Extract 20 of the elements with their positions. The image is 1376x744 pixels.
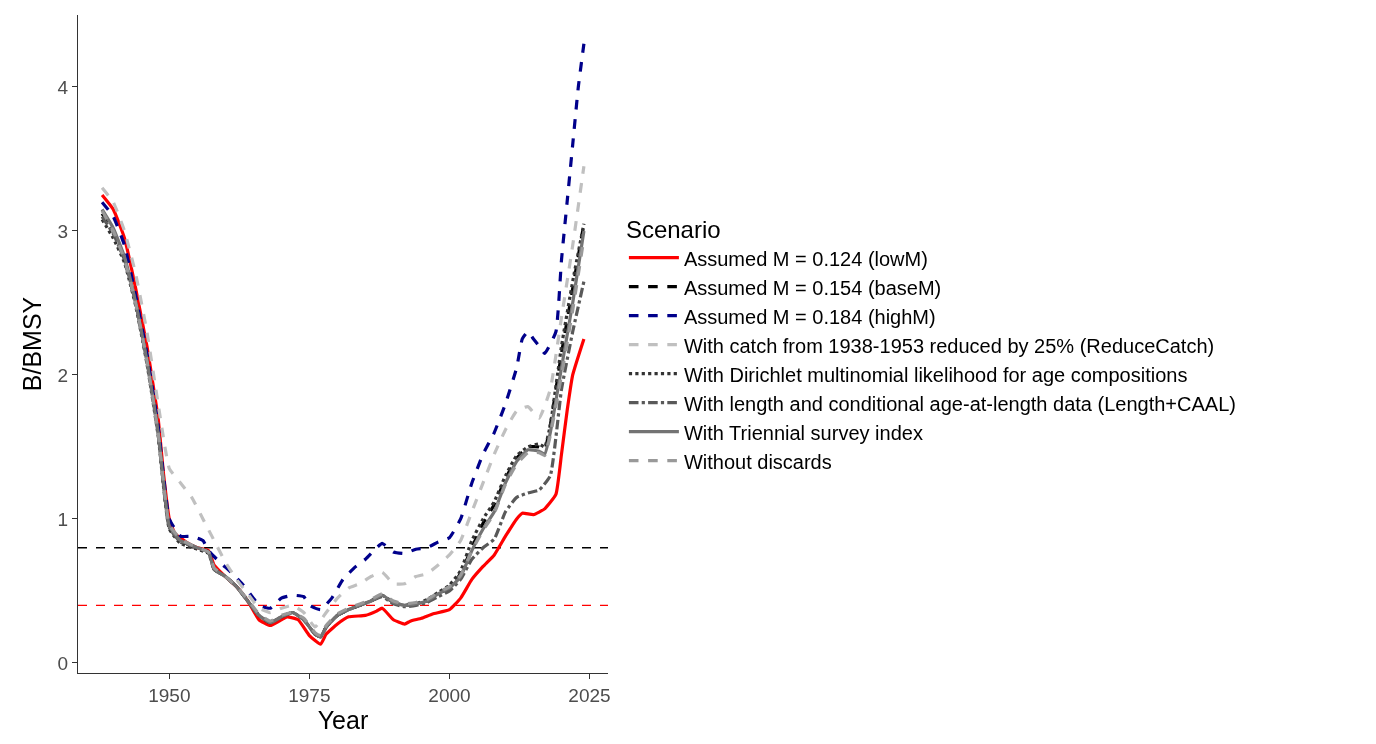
legend-label: Assumed M = 0.184 (highM) xyxy=(683,305,936,328)
legend-label: With Triennial survey index xyxy=(683,421,923,444)
y-tick-label: 3 xyxy=(57,220,69,242)
x-tick-label: 2000 xyxy=(428,684,471,706)
x-tick-label: 2025 xyxy=(568,684,611,706)
legend-label: Assumed M = 0.124 (lowM) xyxy=(683,247,928,270)
legend-label: Assumed M = 0.154 (baseM) xyxy=(683,276,942,299)
legend-title: Scenario xyxy=(625,216,721,244)
y-axis-title: B/BMSY xyxy=(18,296,47,392)
y-tick-label: 1 xyxy=(57,508,69,530)
x-axis-title: Year xyxy=(317,705,369,734)
y-tick-label: 0 xyxy=(57,652,69,674)
x-tick-label: 1975 xyxy=(288,684,331,706)
y-tick-label: 4 xyxy=(57,76,69,98)
legend-label: Without discards xyxy=(683,450,832,473)
legend-label: With Dirichlet multinomial likelihood for age compositions xyxy=(683,363,1188,386)
y-tick-label: 2 xyxy=(57,364,69,386)
x-tick-label: 1950 xyxy=(148,684,191,706)
legend-label: With catch from 1938-1953 reduced by 25% (ReduceCatch) xyxy=(683,334,1215,357)
legend-label: With length and conditional age-at-length data (Length+CAAL) xyxy=(683,392,1236,415)
